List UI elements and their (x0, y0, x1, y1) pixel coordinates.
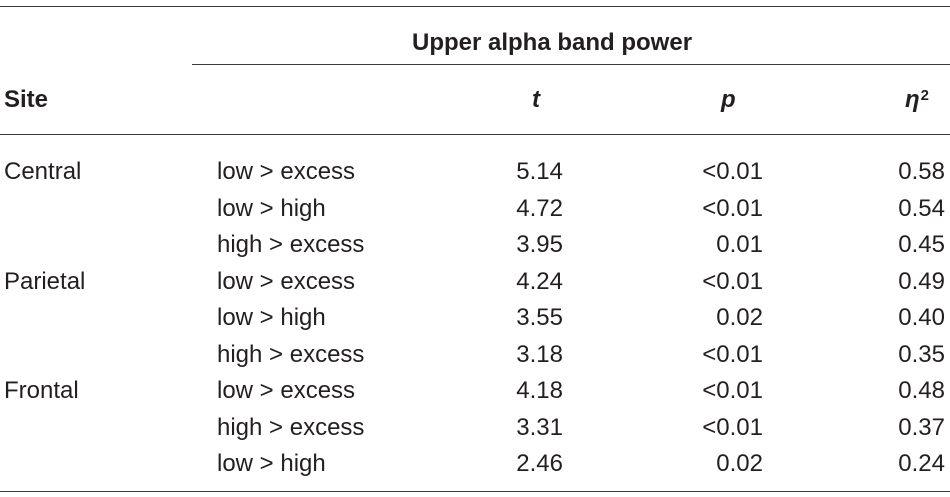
group-header: Upper alpha band power (412, 29, 693, 56)
cell-eta-squared: 0.37 (898, 414, 945, 441)
cell-comparison: high > excess (217, 231, 365, 258)
cell-eta-squared: 0.54 (898, 195, 945, 222)
column-header-p: p (721, 86, 736, 113)
header-rule (0, 134, 950, 135)
cell-eta-squared: 0.48 (898, 377, 945, 404)
column-header-site: Site (4, 86, 49, 113)
eta-exponent: 2 (920, 87, 930, 104)
cell-comparison: low > high (217, 450, 326, 477)
cell-t: 4.24 (516, 268, 563, 295)
top-rule (0, 6, 950, 7)
cell-comparison: high > excess (217, 341, 365, 368)
group-header-rule (192, 64, 950, 65)
cell-site: Parietal (4, 268, 86, 295)
bottom-rule (0, 491, 950, 492)
cell-t: 4.18 (516, 377, 563, 404)
cell-site: Central (4, 158, 82, 185)
cell-p: <0.01 (702, 268, 763, 295)
cell-t: 3.55 (516, 304, 563, 331)
cell-comparison: low > high (217, 304, 326, 331)
cell-eta-squared: 0.24 (898, 450, 945, 477)
cell-comparison: low > excess (217, 377, 356, 404)
cell-t: 3.95 (516, 231, 563, 258)
cell-t: 3.31 (516, 414, 563, 441)
cell-p: <0.01 (702, 195, 763, 222)
cell-eta-squared: 0.40 (898, 304, 945, 331)
cell-eta-squared: 0.58 (898, 158, 945, 185)
cell-t: 3.18 (516, 341, 563, 368)
cell-comparison: high > excess (217, 414, 365, 441)
cell-p: <0.01 (702, 414, 763, 441)
cell-comparison: low > high (217, 195, 326, 222)
cell-p: 0.02 (716, 450, 763, 477)
cell-eta-squared: 0.35 (898, 341, 945, 368)
cell-t: 5.14 (516, 158, 563, 185)
cell-comparison: low > excess (217, 158, 356, 185)
column-header-t: t (532, 86, 540, 113)
cell-t: 2.46 (516, 450, 563, 477)
cell-p: <0.01 (702, 377, 763, 404)
cell-p: 0.02 (716, 304, 763, 331)
eta-symbol: η (905, 86, 920, 113)
cell-site: Frontal (4, 377, 79, 404)
cell-comparison: low > excess (217, 268, 356, 295)
cell-p: <0.01 (702, 158, 763, 185)
cell-eta-squared: 0.49 (898, 268, 945, 295)
column-header-eta-squared: η2 (905, 85, 929, 115)
cell-t: 4.72 (516, 195, 563, 222)
cell-p: 0.01 (716, 231, 763, 258)
cell-p: <0.01 (702, 341, 763, 368)
cell-eta-squared: 0.45 (898, 231, 945, 258)
